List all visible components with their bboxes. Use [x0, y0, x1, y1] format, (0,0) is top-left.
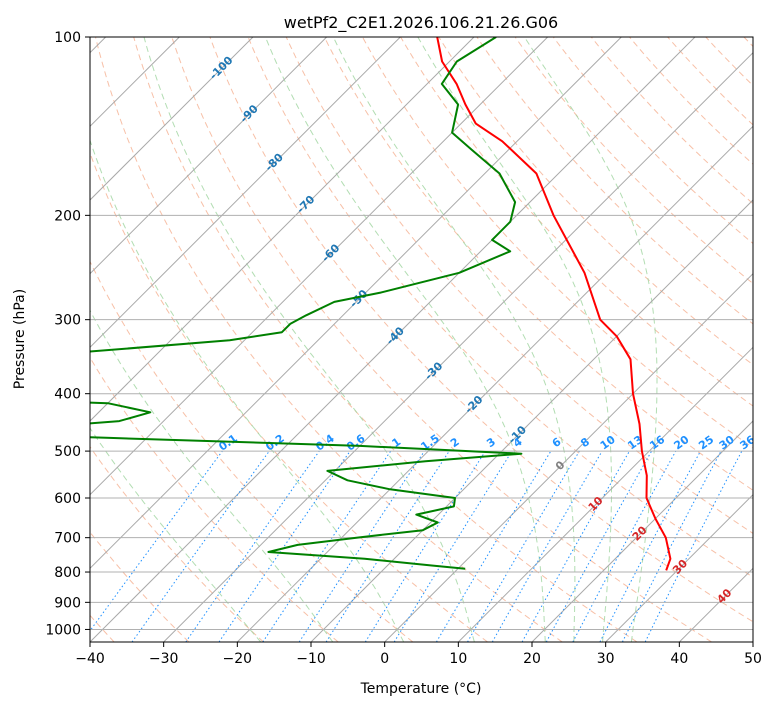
dry-adiabat — [247, 37, 753, 578]
x-tick-label: −10 — [296, 651, 326, 667]
dry-adiabat — [400, 37, 753, 407]
mixing-ratio-line — [131, 450, 270, 642]
isotherm — [90, 37, 401, 349]
dry-adiabat — [209, 37, 753, 623]
mixing-ratio-line — [435, 450, 552, 642]
y-axis-title: Pressure (hPa) — [12, 289, 28, 389]
mixing-ratio-line — [545, 450, 653, 642]
moist-adiabat — [264, 37, 546, 642]
y-tick-label: 200 — [54, 208, 81, 224]
moist-adiabat — [90, 309, 334, 642]
pressure-gridlines — [90, 37, 753, 630]
moist-adiabat — [417, 37, 612, 642]
y-tick-label: 100 — [54, 30, 81, 46]
mixing-ratio-line — [90, 450, 223, 632]
x-axis: −40 −30 −20 −10 0 10 20 30 40 50 — [75, 642, 762, 667]
isotherm — [457, 346, 753, 642]
dry-adiabat — [90, 445, 264, 642]
plot-background — [90, 37, 753, 642]
y-tick-label: 500 — [54, 444, 81, 460]
isotherm — [752, 641, 753, 642]
dry-adiabat — [323, 37, 753, 491]
isotherm — [531, 420, 753, 642]
moist-adiabat — [90, 138, 405, 642]
profile-series — [90, 37, 672, 571]
moist-adiabat — [90, 427, 262, 642]
y-axis: 100 200 300 400 500 600 700 800 900 1000 — [45, 30, 90, 638]
dry-adiabat — [514, 37, 753, 285]
x-tick-label: 20 — [523, 651, 541, 667]
dry-adiabat — [90, 260, 414, 642]
background-lines — [90, 37, 753, 642]
y-tick-label: 1000 — [45, 622, 81, 638]
y-tick-label: 300 — [54, 313, 81, 329]
isotherm — [90, 37, 622, 570]
mixing-ratio-line — [521, 450, 630, 642]
plot-frame — [89, 36, 754, 643]
isotherm — [90, 37, 475, 422]
x-tick-label: 0 — [380, 651, 389, 667]
isotherm — [310, 199, 753, 642]
isotherm — [384, 272, 753, 642]
x-axis-title: Temperature (°C) — [360, 681, 482, 697]
y-tick-label: 900 — [54, 595, 81, 611]
dry-adiabat — [133, 37, 638, 642]
x-tick-label: 10 — [449, 651, 467, 667]
x-tick-label: −40 — [75, 651, 105, 667]
y-tick-label: 400 — [54, 387, 81, 403]
mixing-ratio-line — [218, 450, 351, 642]
y-tick-label: 800 — [54, 565, 81, 581]
isotherm — [90, 37, 254, 201]
isotherm — [90, 37, 328, 275]
x-tick-label: 50 — [744, 651, 762, 667]
isotherm — [163, 51, 753, 642]
mixing-ratio-line — [467, 450, 580, 642]
mixing-ratio-line — [325, 450, 450, 642]
isotherm — [90, 37, 549, 496]
temperature-profile-line — [436, 37, 672, 571]
mixing-ratio-line — [491, 450, 603, 642]
x-tick-label: 30 — [597, 651, 615, 667]
y-tick-label: 600 — [54, 491, 81, 507]
dewpoint-profile-line — [90, 37, 523, 570]
y-tick-label: 700 — [54, 531, 81, 547]
x-tick-label: 40 — [670, 651, 688, 667]
dry-adiabat — [629, 37, 753, 165]
mixing-ratio-line — [393, 450, 513, 642]
chart-title: wetPf2_C2E1.2026.106.21.26.G06 — [284, 13, 558, 33]
mixing-ratio-line — [572, 450, 677, 642]
dry-adiabat — [476, 37, 753, 325]
moist-adiabat — [523, 37, 658, 642]
x-tick-label: −20 — [223, 651, 253, 667]
mixing-ratio-line — [185, 450, 320, 642]
mixing-ratio-line — [364, 450, 486, 642]
isotherm — [90, 37, 696, 642]
isotherm — [236, 125, 753, 642]
moist-adiabat — [143, 37, 475, 642]
isotherm — [605, 493, 753, 642]
x-tick-label: −30 — [149, 651, 179, 667]
